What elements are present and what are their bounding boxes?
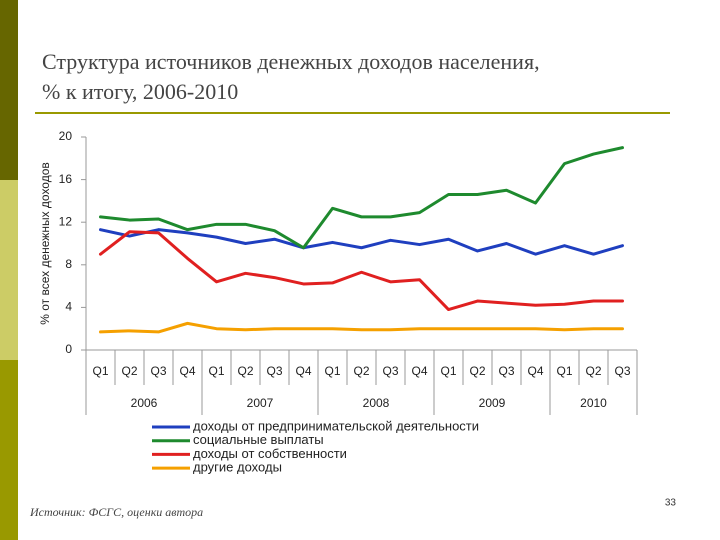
chart: % от всех денежных доходов 0 4 8 12 16 20 Q1 Q2 Q… [38,129,638,475]
x-tick-label: Q2 [469,364,485,378]
x-tick-label: Q2 [237,364,253,378]
page-number: 33 [665,498,677,509]
x-tick-label: Q1 [324,364,340,378]
y-tick-label: 8 [65,257,72,271]
x-tick-label: Q4 [527,364,543,378]
x-tick-label: Q3 [150,364,166,378]
source: Источник: ФСГС, оценки автора [29,505,203,519]
x-tick-label: Q4 [179,364,195,378]
y-axis-label: % от всех денежных доходов [38,162,52,325]
x-group-label: 2007 [247,396,274,410]
y-tick-label: 16 [59,172,73,186]
legend-label: доходы от предпринимательской деятельнос… [193,418,479,433]
title: Структура источников денежных доходов на… [42,49,540,74]
series-line [99,321,624,334]
series-line [99,230,624,312]
x-tick-label: Q1 [92,364,108,378]
y-tick-label: 12 [59,214,73,228]
x-group-label: 2006 [131,396,158,410]
series-line [99,228,624,256]
x-tick-label: Q4 [411,364,427,378]
x-group-label: 2009 [479,396,506,410]
deco-bar [0,0,18,180]
title: % к итогу, 2006-2010 [42,79,238,104]
x-tick-label: Q2 [121,364,137,378]
x-tick-label: Q3 [382,364,398,378]
x-tick-label: Q2 [353,364,369,378]
legend-label: социальные выплаты [193,432,324,447]
legend-label: другие доходы [193,460,282,475]
y-tick-label: 20 [59,129,73,143]
x-tick-label: Q1 [556,364,572,378]
x-tick-label: Q3 [614,364,630,378]
y-tick-label: 4 [65,300,72,314]
y-tick-label: 0 [65,342,72,356]
x-tick-label: Q3 [266,364,282,378]
x-tick-label: Q3 [498,364,514,378]
x-tick-label: Q1 [208,364,224,378]
x-tick-label: Q1 [440,364,456,378]
deco-bar [0,180,18,360]
x-tick-label: Q4 [295,364,311,378]
x-group-label: 2010 [580,396,607,410]
legend-label: доходы от собственности [193,446,347,461]
deco-bar [0,360,18,540]
x-group-label: 2008 [363,396,390,410]
x-tick-label: Q2 [585,364,601,378]
series-line [99,146,624,250]
